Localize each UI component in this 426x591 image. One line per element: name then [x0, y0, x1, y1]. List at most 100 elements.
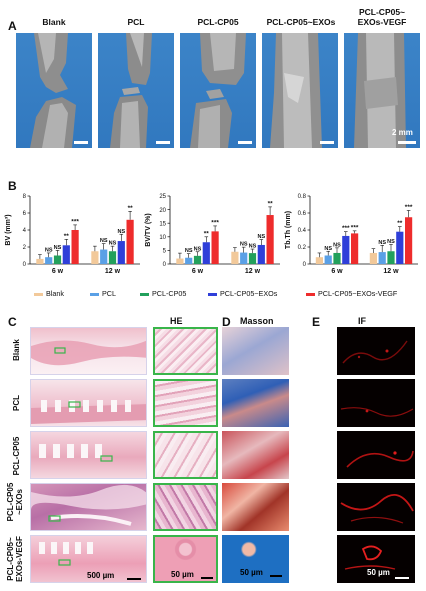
significance-label: ** — [268, 200, 274, 207]
scale-bar-label: 2 mm — [392, 128, 413, 137]
panel-b-letter: B — [8, 179, 17, 193]
bar — [231, 251, 239, 264]
bar — [53, 255, 62, 264]
y-tick-label: 0 — [23, 262, 27, 268]
panel-a-letter: A — [8, 19, 17, 33]
bar — [91, 251, 99, 264]
significance-label: *** — [342, 225, 350, 232]
if-image-pcl-cp05 — [337, 431, 415, 479]
if-image-pcl-cp05-exos-vegf: 50 µm — [337, 535, 415, 583]
x-tick-label: 6 w — [192, 268, 204, 275]
bar — [108, 251, 117, 264]
group-title-pcl-cp05: PCL-CP05 — [197, 17, 239, 27]
panel-c-letter: C — [8, 315, 17, 329]
bar — [100, 249, 108, 264]
bar — [193, 255, 202, 264]
bar — [176, 258, 184, 264]
y-axis-label: Tb.Th (mm) — [285, 211, 292, 249]
bar — [387, 251, 395, 264]
scale-bar — [320, 141, 334, 144]
y-tick-label: 4 — [23, 228, 27, 234]
bar — [211, 231, 219, 264]
scale-bar-label-he-high: 50 µm — [171, 570, 194, 579]
scale-bar — [201, 577, 213, 579]
he-image-blank-high — [153, 327, 218, 375]
masson-image-pcl — [222, 379, 289, 427]
column-header-if: IF — [358, 316, 366, 326]
y-axis-label: BV (mm³) — [5, 214, 12, 245]
bar — [342, 235, 350, 264]
y-tick-label: 0.6 — [298, 211, 307, 217]
bar — [71, 230, 79, 264]
bar — [333, 252, 341, 264]
if-image-pcl-cp05-exos — [337, 483, 415, 531]
he-image-pcl-cp05-exos-low — [30, 483, 147, 531]
bar — [369, 252, 377, 264]
scale-bar-label-masson: 50 µm — [240, 568, 263, 577]
x-tick-label: 12 w — [105, 268, 121, 275]
x-tick-label: 12 w — [245, 268, 261, 275]
panel-d-letter: D — [222, 315, 231, 329]
y-tick-label: 0.8 — [298, 194, 307, 200]
scale-bar — [127, 578, 141, 580]
significance-label: ** — [397, 220, 403, 227]
legend-pcl: PCL — [90, 290, 116, 298]
scale-bar — [398, 141, 416, 144]
bar — [185, 257, 193, 264]
significance-label: *** — [71, 218, 79, 225]
y-axis-label: BV/TV (%) — [145, 213, 152, 246]
significance-label: NS — [387, 239, 395, 245]
he-image-blank-low — [30, 327, 147, 375]
significance-label: ** — [204, 230, 210, 237]
bar — [405, 217, 413, 264]
group-title-vegf-line1: PCL-CP05~ — [358, 7, 406, 17]
significance-label: *** — [351, 224, 359, 231]
bar — [266, 215, 274, 264]
y-tick-label: 0.4 — [298, 228, 307, 234]
significance-label: NS — [257, 234, 265, 240]
y-tick-label: 0 — [163, 262, 167, 268]
bar — [240, 252, 248, 264]
bar — [396, 231, 404, 264]
y-tick-label: 2 — [23, 245, 27, 251]
x-tick-label: 12 w — [383, 268, 399, 275]
he-image-pcl-cp05-exos-vegf-low: 500 µm — [30, 535, 147, 583]
bar — [324, 255, 332, 264]
x-tick-label: 6 w — [52, 268, 64, 275]
bar — [378, 252, 386, 264]
microct-image-blank — [16, 33, 92, 148]
scale-bar-label-he-low: 500 µm — [87, 571, 115, 580]
if-image-pcl — [337, 379, 415, 427]
if-image-blank — [337, 327, 415, 375]
he-image-pcl-cp05-low — [30, 431, 147, 479]
significance-label: *** — [211, 219, 219, 226]
group-title-vegf-line2: EXOs-VEGF — [357, 17, 407, 27]
scale-bar-label-if: 50 µm — [367, 568, 390, 577]
significance-label: ** — [64, 233, 70, 240]
x-tick-label: 6 w — [331, 268, 343, 275]
bar — [126, 219, 134, 264]
he-image-pcl-cp05-exos-vegf-high: 50 µm — [153, 535, 218, 583]
significance-label: NS — [194, 246, 202, 252]
y-tick-label: 0 — [303, 262, 307, 268]
significance-label: NS — [185, 248, 193, 254]
scale-bar — [270, 575, 282, 577]
bar — [351, 233, 359, 264]
he-image-pcl-cp05-high — [153, 431, 218, 479]
scale-bar — [156, 141, 170, 144]
y-tick-label: 8 — [23, 194, 27, 200]
he-image-pcl-cp05-exos-high — [153, 483, 218, 531]
bar — [248, 253, 257, 264]
bar — [117, 241, 125, 264]
significance-label: NS — [109, 241, 117, 247]
y-tick-label: 20 — [159, 208, 166, 214]
group-title-blank: Blank — [42, 17, 66, 27]
bar — [202, 242, 210, 264]
scale-bar — [238, 141, 252, 144]
legend-pcl-cp05: PCL-CP05 — [140, 290, 186, 298]
y-tick-label: 25 — [159, 194, 166, 200]
scale-bar — [395, 577, 409, 579]
masson-image-pcl-cp05 — [222, 431, 289, 479]
column-header-he: HE — [170, 316, 183, 326]
